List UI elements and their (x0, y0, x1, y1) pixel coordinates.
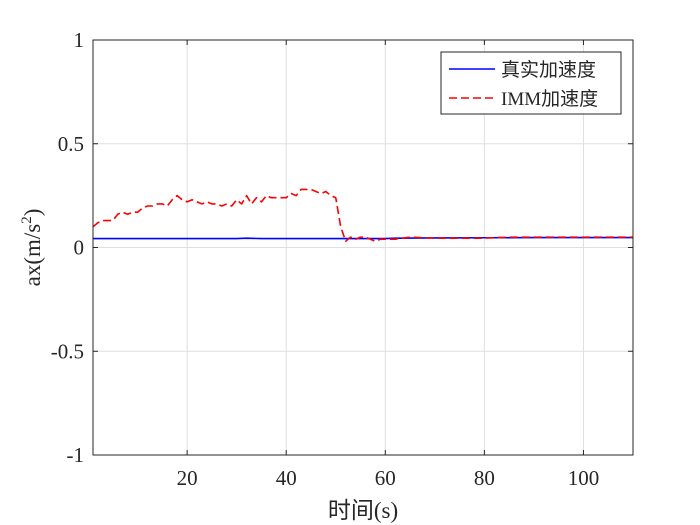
y-tick-label: 1 (74, 28, 85, 52)
y-tick-label: -1 (67, 443, 85, 467)
ticks: 20 40 60 80 100 1 0.5 0 -0.5 -1 (51, 28, 633, 490)
legend-label-2: IMM加速度 (501, 88, 598, 110)
y-axis-title: ax(m/s2) (19, 209, 45, 287)
x-axis-title: 时间(s) (328, 498, 398, 523)
y-axis-title-base: ax(m/s (20, 224, 45, 287)
y-axis-title-superscript: 2 (19, 216, 35, 224)
x-tick-label: 20 (177, 466, 198, 490)
y-axis-title-close: ) (20, 209, 45, 217)
x-tick-label: 60 (375, 466, 396, 490)
legend-box (440, 51, 622, 115)
axis-titles: 时间(s) ax(m/s2) (19, 209, 398, 523)
y-tick-label: -0.5 (51, 339, 84, 363)
y-tick-label: 0 (74, 236, 85, 260)
x-tick-label: 100 (568, 466, 600, 490)
series-line-2 (92, 188, 633, 243)
y-tick-label: 0.5 (58, 132, 84, 156)
legend: 真实加速度 IMM加速度 (440, 51, 622, 115)
x-tick-label: 40 (276, 466, 297, 490)
legend-label-1: 真实加速度 (501, 59, 596, 81)
x-tick-label: 80 (474, 466, 495, 490)
series-layer (92, 188, 633, 243)
